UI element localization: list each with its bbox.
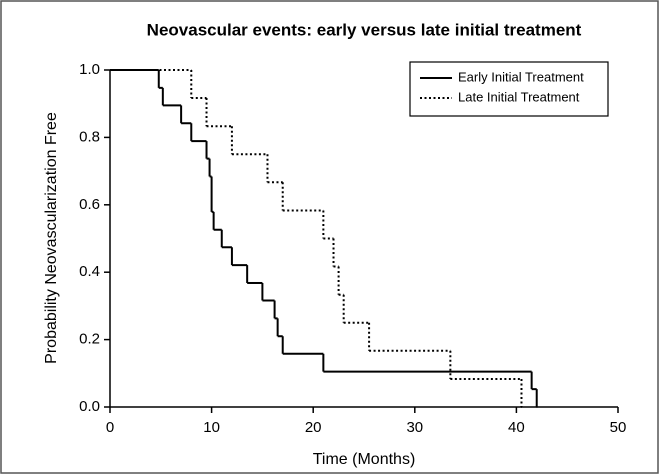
y-tick-label: 0.4 xyxy=(79,263,100,280)
legend-label: Late Initial Treatment xyxy=(458,89,580,104)
legend-box xyxy=(409,61,609,117)
y-tick-label: 1.0 xyxy=(79,61,100,78)
y-tick-label: 0.0 xyxy=(79,398,100,415)
x-tick-label: 10 xyxy=(203,419,220,436)
chart-title: Neovascular events: early versus late in… xyxy=(147,20,582,39)
y-tick-label: 0.2 xyxy=(79,331,100,348)
x-tick-label: 30 xyxy=(406,419,423,436)
x-axis-label: Time (Months) xyxy=(313,451,416,468)
x-tick-label: 0 xyxy=(106,419,114,436)
x-tick-label: 20 xyxy=(305,419,322,436)
y-axis-label: Probability Neovascularization Free xyxy=(43,112,60,364)
x-tick-label: 50 xyxy=(610,419,627,436)
y-tick-label: 0.6 xyxy=(79,196,100,213)
x-tick-label: 40 xyxy=(508,419,525,436)
legend-label: Early Initial Treatment xyxy=(458,69,584,84)
y-tick-label: 0.8 xyxy=(79,128,100,145)
